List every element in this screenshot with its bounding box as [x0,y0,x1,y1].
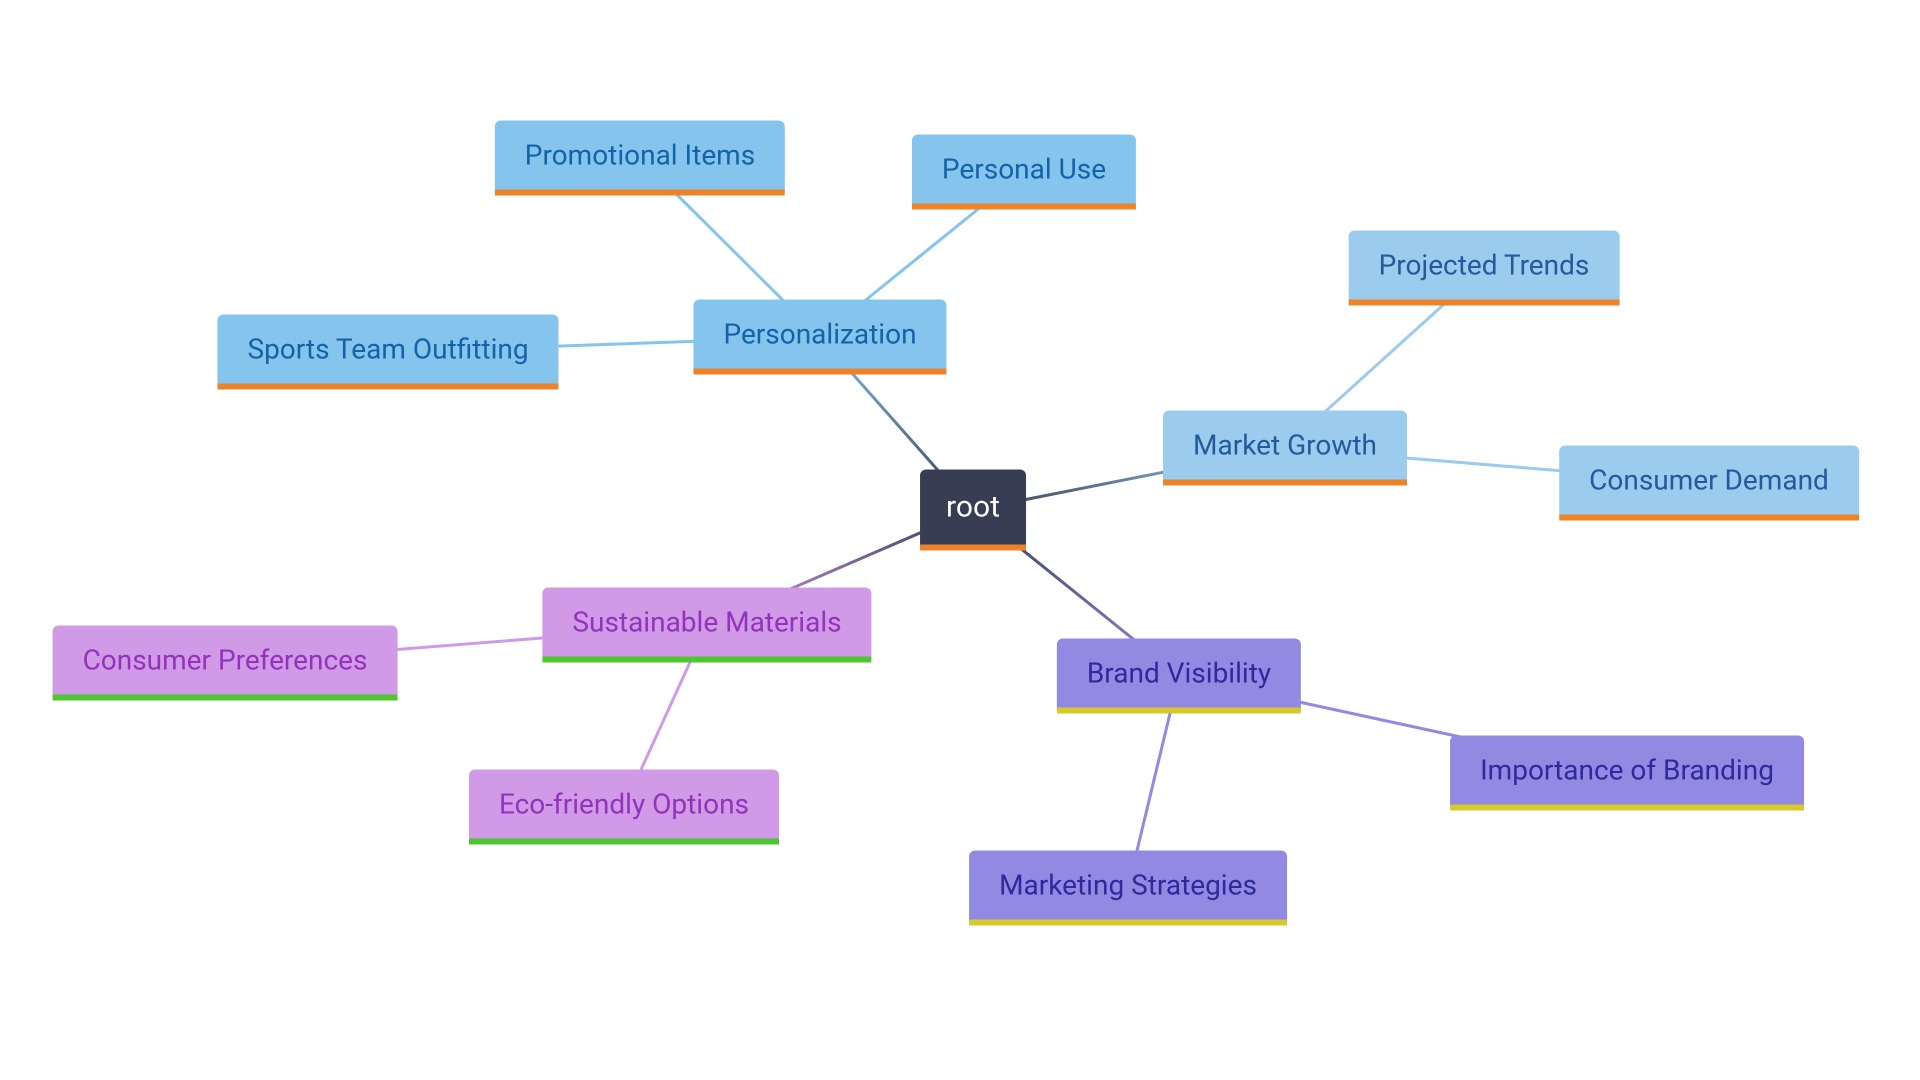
node-root[interactable]: root [920,470,1026,551]
node-promotional[interactable]: Promotional Items [495,121,785,196]
node-importance[interactable]: Importance of Branding [1450,736,1804,811]
mindmap-canvas: root Personalization Promotional Items Pers… [0,0,1920,1080]
node-prefs[interactable]: Consumer Preferences [53,626,398,701]
node-consumer[interactable]: Consumer Demand [1559,446,1859,521]
node-market[interactable]: Market Growth [1163,411,1407,486]
node-eco[interactable]: Eco-friendly Options [469,770,779,845]
node-marketing[interactable]: Marketing Strategies [969,851,1287,926]
node-brand[interactable]: Brand Visibility [1057,639,1301,714]
node-sustainable[interactable]: Sustainable Materials [542,588,871,663]
node-personalization[interactable]: Personalization [693,300,946,375]
node-sports[interactable]: Sports Team Outfitting [217,315,558,390]
node-personaluse[interactable]: Personal Use [912,135,1136,210]
node-projected[interactable]: Projected Trends [1349,231,1620,306]
